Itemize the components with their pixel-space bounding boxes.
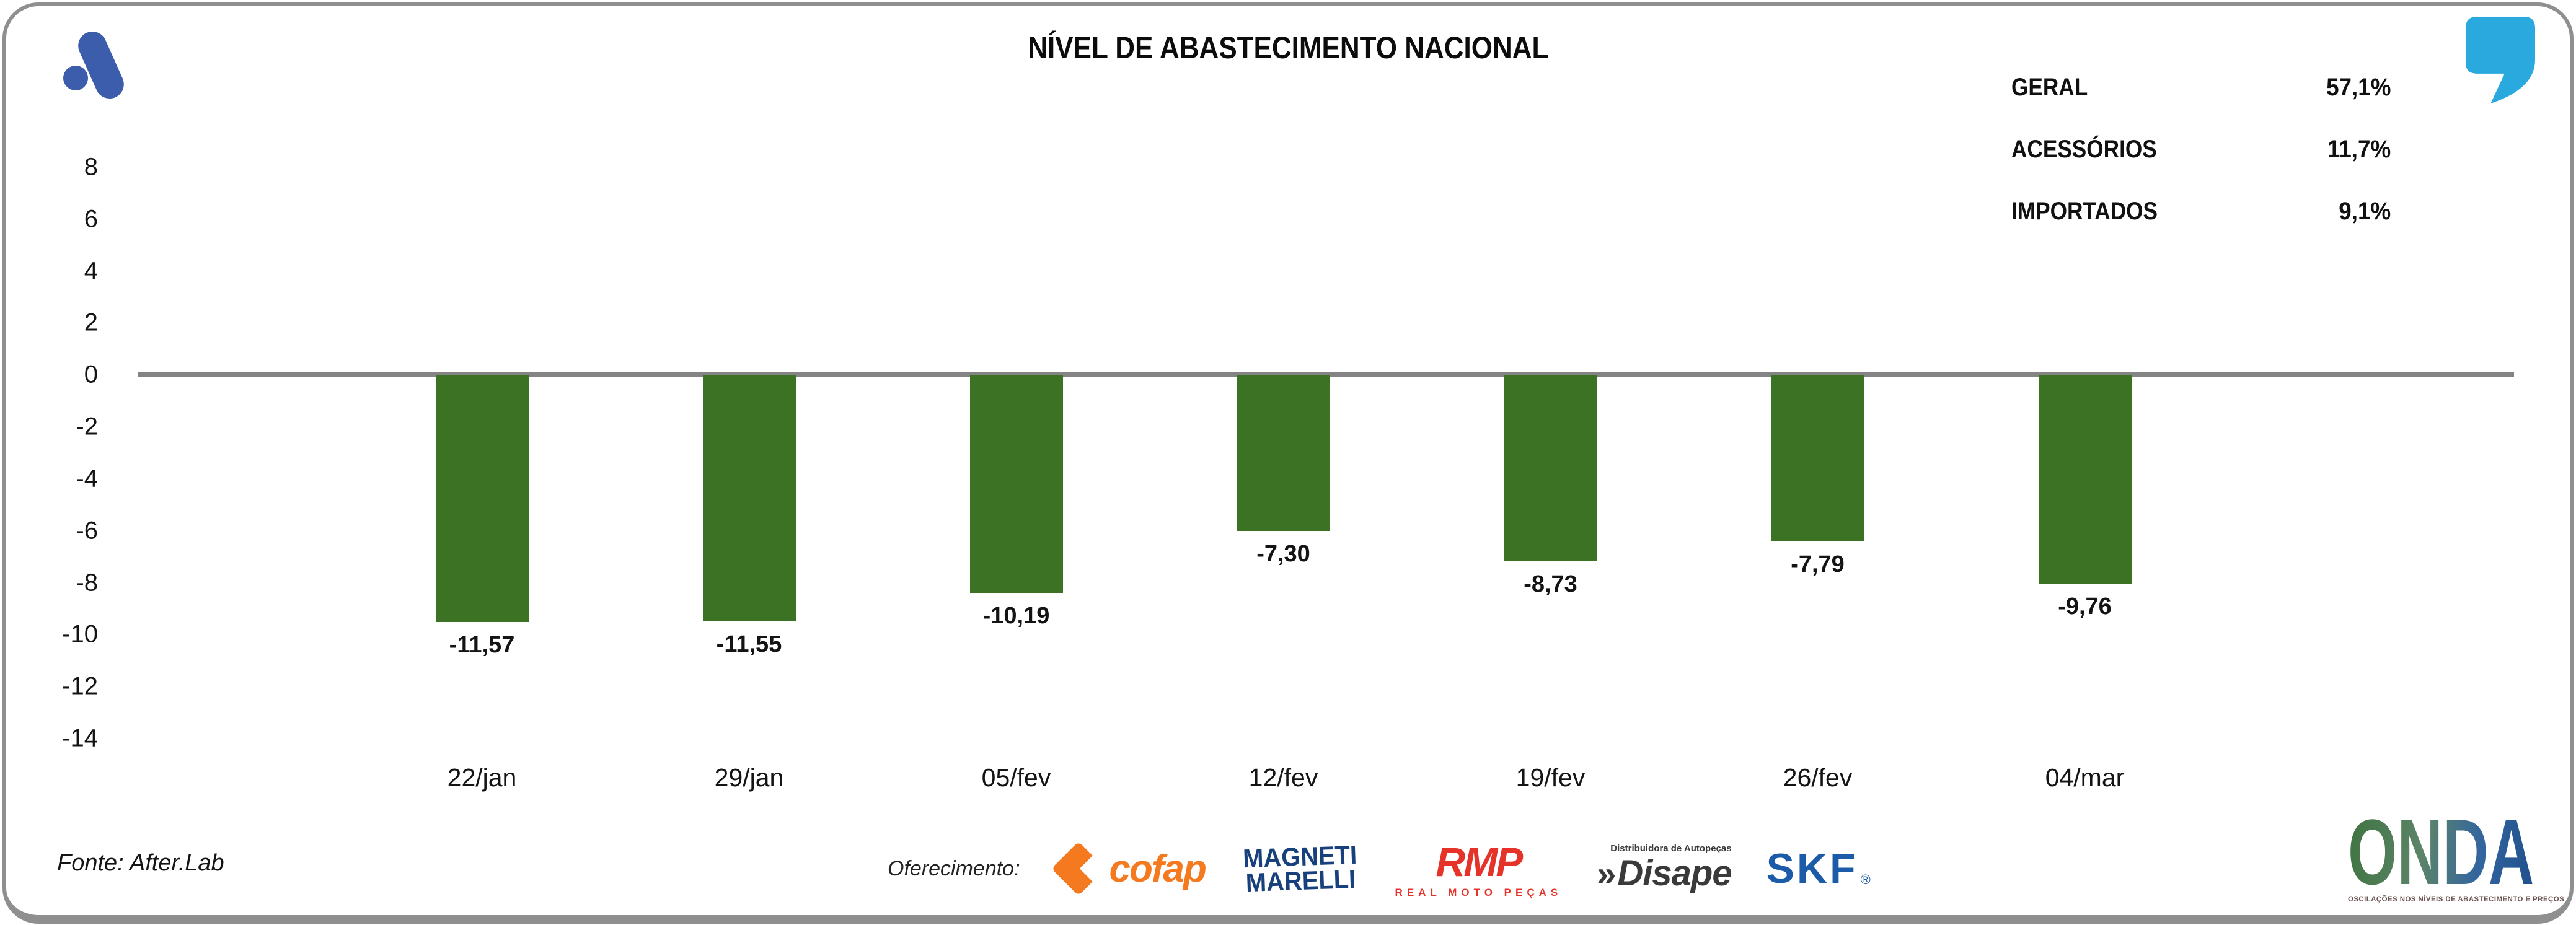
bar-value-label: -7,30 bbox=[1256, 540, 1310, 567]
bar bbox=[2038, 375, 2132, 584]
rmp-tagline: REAL MOTO PEÇAS bbox=[1395, 887, 1563, 898]
cofap-diamond-icon bbox=[1051, 841, 1106, 896]
legend-row: IMPORTADOS 9,1% bbox=[2011, 197, 2391, 226]
afterlab-logo bbox=[61, 26, 148, 113]
x-axis-labels: 22/jan 29/jan 05/fev 12/fev 19/fev 26/fe… bbox=[348, 763, 2218, 792]
x-tick-label: 19/fev bbox=[1515, 763, 1586, 792]
y-tick-label: -8 bbox=[76, 569, 98, 597]
chart-title: NÍVEL DE ABASTECIMENTO NACIONAL bbox=[0, 30, 2576, 66]
bar-group: -11,57 bbox=[348, 375, 615, 739]
bar-group: -7,30 bbox=[1150, 375, 1417, 739]
y-tick-label: 8 bbox=[84, 153, 98, 181]
bar-group: -9,76 bbox=[1951, 375, 2218, 739]
legend-label: IMPORTADOS bbox=[2011, 197, 2158, 225]
source-note: Fonte: After.Lab bbox=[57, 850, 224, 876]
bar-value-label: -9,76 bbox=[2058, 593, 2112, 620]
bar-group: -8,73 bbox=[1417, 375, 1684, 739]
disape-chevron-icon: » bbox=[1597, 854, 1617, 893]
skf-registered-mark: ® bbox=[1860, 872, 1871, 887]
bar bbox=[435, 375, 529, 623]
sponsor-disape: Distribuidora de Autopeças » Disape bbox=[1597, 843, 1732, 894]
legend-row: ACESSÓRIOS 11,7% bbox=[2011, 135, 2391, 164]
bar-value-label: -7,79 bbox=[1791, 551, 1845, 577]
y-tick-label: 0 bbox=[84, 361, 98, 388]
legend-value: 57,1% bbox=[2326, 73, 2391, 101]
legend-label: GERAL bbox=[2011, 73, 2088, 101]
y-tick-label: 2 bbox=[84, 309, 98, 336]
legend-label: ACESSÓRIOS bbox=[2011, 135, 2157, 163]
sponsor-cofap: cofap bbox=[1051, 841, 1207, 896]
x-tick-label: 29/jan bbox=[714, 763, 784, 792]
legend-row: GERAL 57,1% bbox=[2011, 73, 2391, 102]
sponsor-rmp: RMP REAL MOTO PEÇAS bbox=[1395, 838, 1563, 899]
bar bbox=[702, 375, 796, 622]
y-tick-label: -14 bbox=[62, 724, 98, 752]
sponsors-row: Oferecimento: cofap MAGNETI MARELLI RMP … bbox=[888, 829, 1871, 908]
x-tick-label: 12/fev bbox=[1248, 763, 1318, 792]
bar bbox=[1237, 375, 1330, 531]
bar-value-label: -11,57 bbox=[449, 632, 515, 659]
skf-wordmark: SKF bbox=[1766, 845, 1858, 892]
bar-value-label: -8,73 bbox=[1524, 571, 1577, 598]
bar-group: -10,19 bbox=[883, 375, 1150, 739]
bar-value-label: -10,19 bbox=[982, 602, 1050, 629]
onda-wordmark: ONDA bbox=[2348, 800, 2534, 904]
offering-label: Oferecimento: bbox=[888, 856, 1020, 880]
bar bbox=[1771, 375, 1864, 541]
y-tick-label: 6 bbox=[84, 205, 98, 233]
rmp-wordmark: RMP bbox=[1436, 839, 1524, 885]
plot-area: -11,57 -11,55 -10,19 -7,30 -8,73 -7,79 bbox=[138, 167, 2514, 739]
chart-title-text: NÍVEL DE ABASTECIMENTO NACIONAL bbox=[1027, 30, 1549, 65]
y-axis: 8 6 4 2 0 -2 -4 -6 -8 -10 -12 -14 bbox=[0, 154, 98, 752]
bar-value-label: -11,55 bbox=[716, 631, 782, 658]
x-tick-label: 22/jan bbox=[447, 763, 517, 792]
legend-value: 9,1% bbox=[2339, 197, 2391, 225]
onda-tagline: OSCILAÇÕES NOS NÍVEIS DE ABASTECIMENTO E… bbox=[2348, 894, 2565, 903]
x-tick-label: 26/fev bbox=[1783, 763, 1853, 792]
y-tick-label: -2 bbox=[76, 413, 98, 441]
cofap-wordmark: cofap bbox=[1109, 847, 1207, 890]
disape-wordmark: Disape bbox=[1617, 853, 1732, 893]
magneti-line2: MARELLI bbox=[1245, 864, 1356, 898]
y-tick-label: -6 bbox=[76, 517, 98, 545]
disape-tagline: Distribuidora de Autopeças bbox=[1610, 843, 1732, 854]
x-tick-label: 05/fev bbox=[981, 763, 1051, 792]
legend-value: 11,7% bbox=[2327, 135, 2391, 163]
y-tick-label: -10 bbox=[62, 620, 98, 648]
summary-legend: GERAL 57,1% ACESSÓRIOS 11,7% IMPORTADOS … bbox=[2011, 73, 2391, 259]
logo-dot bbox=[63, 66, 88, 90]
sponsor-magneti-marelli: MAGNETI MARELLI bbox=[1240, 840, 1361, 898]
y-tick-label: -12 bbox=[62, 672, 98, 700]
sponsor-skf: SKF ® bbox=[1767, 844, 1871, 893]
onda-logo: ONDA OSCILAÇÕES NOS NÍVEIS DE ABASTECIME… bbox=[2348, 800, 2565, 904]
bar bbox=[969, 375, 1063, 593]
bar-group: -7,79 bbox=[1684, 375, 1951, 739]
x-tick-label: 04/mar bbox=[2045, 763, 2125, 792]
bar bbox=[1504, 375, 1597, 562]
bars-row: -11,57 -11,55 -10,19 -7,30 -8,73 -7,79 bbox=[348, 375, 2218, 739]
bar-group: -11,55 bbox=[615, 375, 883, 739]
y-tick-label: 4 bbox=[84, 257, 98, 285]
quote-icon bbox=[2466, 17, 2535, 103]
y-tick-label: -4 bbox=[76, 465, 98, 493]
